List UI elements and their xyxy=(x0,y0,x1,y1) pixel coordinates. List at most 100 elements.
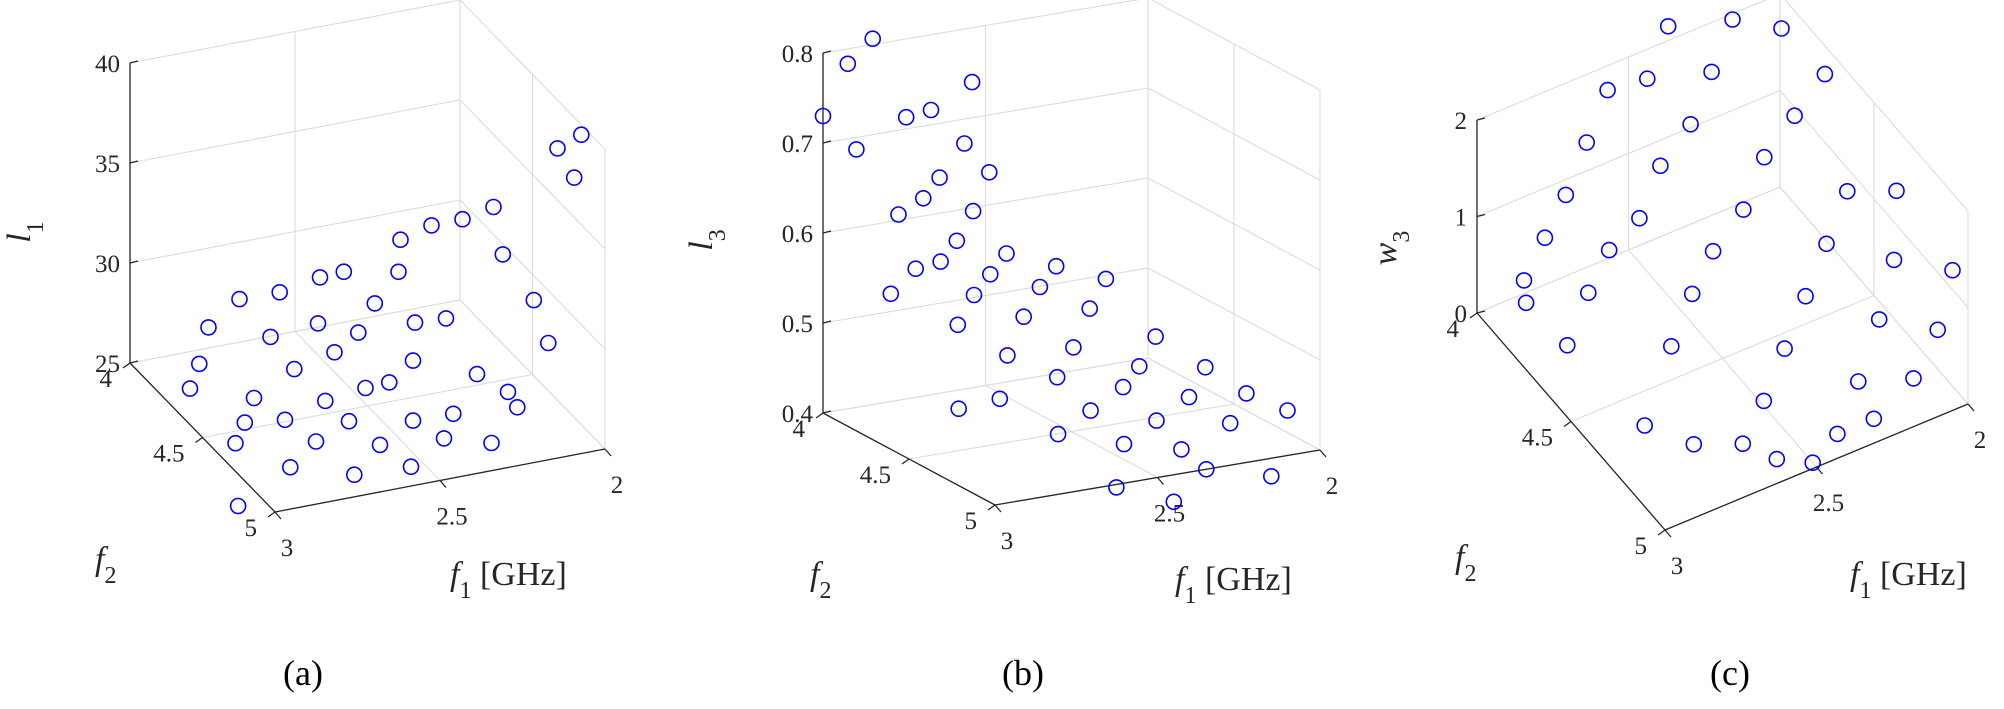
data-point xyxy=(1888,182,1905,200)
data-point xyxy=(914,190,932,207)
data-point xyxy=(1631,209,1648,227)
data-point xyxy=(307,433,325,450)
z-tick xyxy=(129,360,139,364)
data-point xyxy=(1031,278,1049,296)
data-point xyxy=(181,380,199,397)
data-point xyxy=(1636,417,1653,434)
data-point xyxy=(1816,65,1834,83)
data-point xyxy=(1865,410,1883,428)
data-point xyxy=(1557,186,1575,204)
z-tick-label: 0.4 xyxy=(782,401,814,428)
data-point xyxy=(1797,287,1814,305)
y-tick xyxy=(1657,529,1666,536)
data-point xyxy=(390,263,407,281)
x-tick-label: 3 xyxy=(1671,553,1684,580)
z-tick xyxy=(822,230,832,234)
z-tick xyxy=(129,160,139,164)
x-axis-label: f1 [GHz] xyxy=(450,556,567,604)
data-point xyxy=(1839,183,1856,200)
data-point xyxy=(1517,294,1535,312)
data-point xyxy=(864,30,882,48)
data-point xyxy=(1131,357,1148,375)
data-point xyxy=(1683,285,1701,303)
y-tick-label: 4 xyxy=(1447,316,1460,343)
data-point xyxy=(499,383,517,401)
data-point xyxy=(262,328,279,346)
x-tick-label: 2.5 xyxy=(436,504,467,531)
z-tick xyxy=(822,140,832,144)
data-point xyxy=(437,310,455,327)
data-point xyxy=(485,198,502,216)
data-point xyxy=(1599,81,1616,99)
data-point xyxy=(357,379,374,397)
y-tick-label: 4.5 xyxy=(153,441,184,468)
data-point xyxy=(956,135,973,152)
data-point xyxy=(1065,339,1082,356)
data-point xyxy=(1756,148,1773,166)
y-tick-label: 5 xyxy=(245,515,258,542)
z-axis-label: l3 xyxy=(683,229,731,250)
data-point xyxy=(316,392,334,410)
y-tick xyxy=(267,511,276,518)
data-point xyxy=(402,458,420,476)
data-point xyxy=(1905,370,1922,387)
data-point xyxy=(1639,70,1656,87)
data-point xyxy=(1870,311,1888,328)
data-point xyxy=(1165,493,1183,511)
floor-grid-line xyxy=(202,373,533,439)
data-point xyxy=(991,390,1009,408)
data-point xyxy=(236,414,254,431)
data-point xyxy=(392,231,409,248)
x-tick xyxy=(439,480,447,488)
z-tick xyxy=(822,50,832,54)
y-axis-label: f2 xyxy=(95,541,116,589)
data-point xyxy=(1082,402,1099,419)
data-point xyxy=(326,343,343,361)
data-point xyxy=(229,497,247,515)
data-point xyxy=(1147,328,1164,345)
data-point xyxy=(1049,425,1067,443)
z-tick xyxy=(129,60,139,64)
data-point xyxy=(549,140,566,157)
data-point xyxy=(1536,229,1554,246)
data-point xyxy=(454,210,471,228)
data-point xyxy=(922,101,940,119)
data-point xyxy=(281,458,299,476)
data-point xyxy=(1735,201,1752,218)
data-point xyxy=(1115,435,1133,453)
data-point xyxy=(1048,368,1066,386)
panel-caption: (b) xyxy=(1002,653,1044,693)
y-tick-label: 4.5 xyxy=(860,462,891,489)
data-point xyxy=(1108,479,1125,496)
y-axis-label: f2 xyxy=(810,556,831,604)
z-tick-label: 30 xyxy=(95,251,120,278)
data-point xyxy=(1047,257,1065,275)
data-point xyxy=(932,253,949,270)
x-tick xyxy=(1319,449,1327,458)
z-tick-label: 0.6 xyxy=(782,221,813,248)
data-point xyxy=(950,400,968,418)
data-point xyxy=(1197,358,1214,376)
data-point xyxy=(404,352,422,369)
data-point xyxy=(981,265,999,283)
z-tick-label: 25 xyxy=(95,351,120,378)
x-tick-label: 3 xyxy=(281,535,294,562)
panel-c: 2 2.5 3 4 4.5 5 0 1 2 f1 [GHz] f2 w3 (c) xyxy=(1367,0,1986,693)
data-point xyxy=(404,412,422,429)
z-tick xyxy=(822,410,832,414)
data-point xyxy=(1221,414,1239,432)
data-point xyxy=(1724,11,1741,28)
data-point xyxy=(423,217,440,234)
z-tick-label: 2 xyxy=(1455,108,1468,135)
data-point xyxy=(897,108,915,126)
data-point xyxy=(406,314,424,331)
data-point xyxy=(245,389,263,407)
data-point xyxy=(345,466,363,484)
x-axis-label: f1 [GHz] xyxy=(1175,561,1292,609)
x-tick xyxy=(994,504,1002,513)
data-point xyxy=(309,315,327,332)
z-tick-label: 0.7 xyxy=(782,131,813,158)
data-point xyxy=(1097,270,1115,288)
x-tick-label: 2 xyxy=(1326,473,1339,500)
